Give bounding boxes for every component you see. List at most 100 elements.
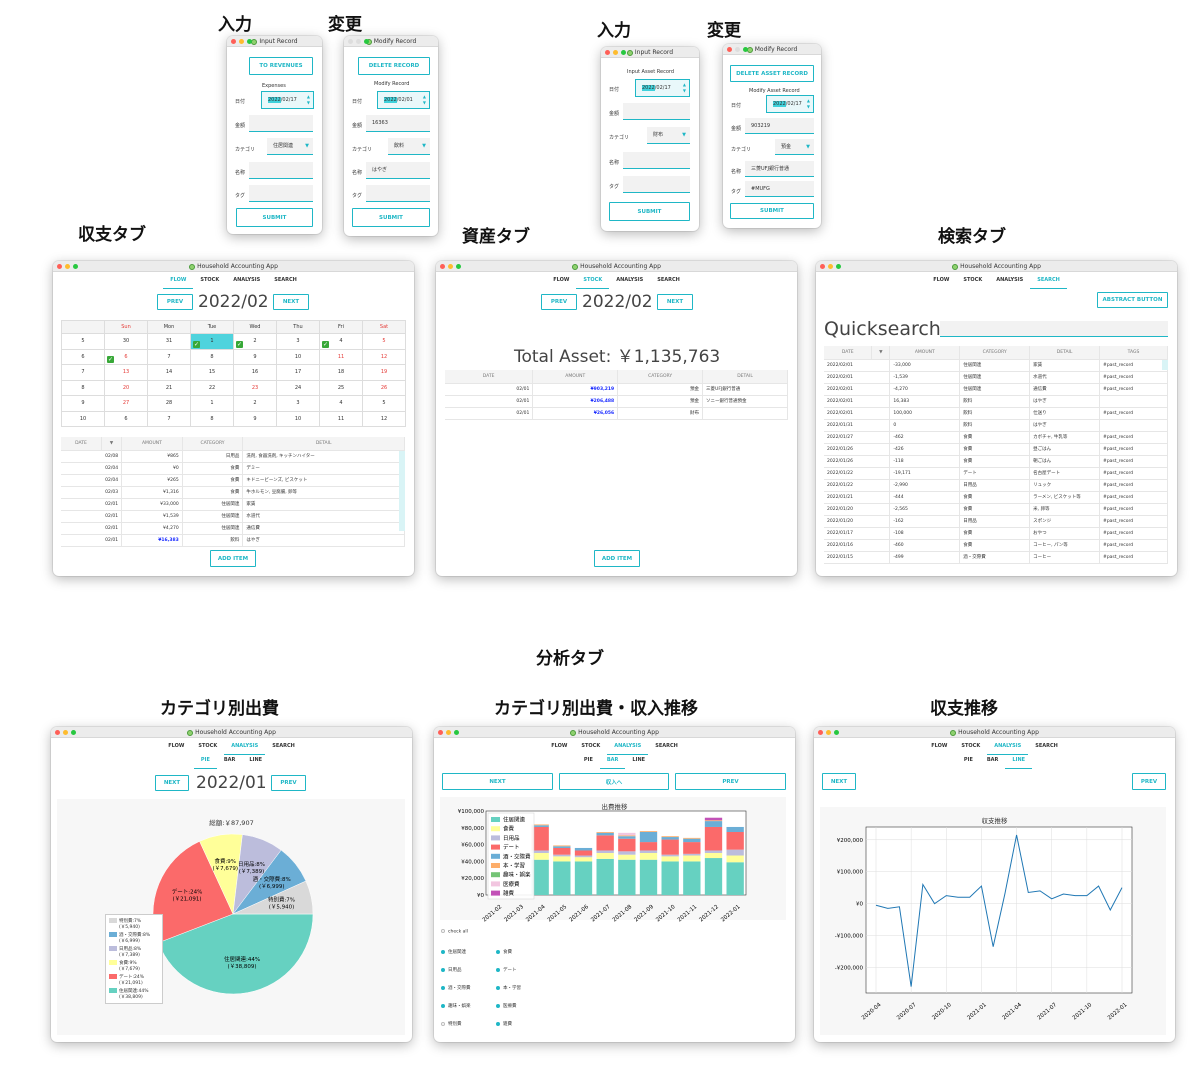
calendar-day[interactable]: 7 [147,348,191,365]
table-row[interactable]: 2022/01/20 -162 日用品 スポンジ #past_record [824,515,1168,528]
table-row[interactable]: 02/01 ¥4,270 住居関連 通信費 [61,522,405,535]
calendar-day[interactable]: 21 [147,379,191,396]
calendar-day[interactable]: 31 [147,333,191,350]
tab-search[interactable]: SEARCH [655,743,678,749]
category-checkbox[interactable]: 酒・交際費 [441,985,471,991]
calendar-day[interactable]: 22 [190,379,234,396]
calendar-day[interactable]: 5 [362,333,406,350]
category-checkbox[interactable]: 住居関連 [441,949,466,955]
calendar-day[interactable]: 8 [190,348,234,365]
category-checkbox[interactable]: 本・学習 [496,985,521,991]
calendar-day[interactable]: 5 [362,395,406,412]
table-row[interactable]: 2022/01/26 -118 食費 朝ごはん #past_record [824,455,1168,468]
calendar-day[interactable]: 12 [362,348,406,365]
subtab-bar[interactable]: BAR [223,757,236,763]
column-header[interactable]: AMOUNT [121,437,183,451]
calendar-day[interactable]: 28 [147,395,191,412]
date-field[interactable]: 2022/02/17 ▲ ▼ [261,91,314,109]
calendar-day[interactable]: 14 [147,364,191,381]
table-row[interactable]: 2022/01/31 0 飲料 はやぎ [824,419,1168,432]
tab-stock[interactable]: STOCK [963,277,983,283]
tab-stock[interactable]: STOCK [961,743,981,749]
tab-search[interactable]: SEARCH [1035,743,1058,749]
category-checkbox[interactable]: 特別費 [441,1021,462,1027]
table-row[interactable]: 2022/02/01 -1,539 住居関連 水道代 #past_record [824,371,1168,384]
calendar-day[interactable]: 27 [104,395,148,412]
tag-field[interactable]: #MUFG [745,181,814,197]
tab-analysis[interactable]: ANALYSIS [996,277,1024,283]
scrollbar[interactable] [399,451,405,531]
table-row[interactable]: 2022/02/01 -33,000 住居関連 家賃 #past_record [824,359,1168,372]
next-button[interactable]: NEXT [822,773,856,790]
table-row[interactable]: 02/01 ¥1,539 住居関連 水道代 [61,510,405,523]
calendar-day[interactable]: 6 [104,410,148,427]
table-row[interactable]: 02/01 ¥206,488 預金 ソニー銀行普通預金 [445,395,788,408]
column-header[interactable]: CATEGORY [959,346,1031,360]
table-row[interactable]: 2022/01/17 -108 食費 おやつ #past_record [824,527,1168,540]
tab-search[interactable]: SEARCH [657,277,680,283]
column-header[interactable]: AMOUNT [889,346,961,360]
category-checkbox[interactable]: 食費 [496,949,512,955]
name-field[interactable]: 三菱UFJ銀行普通 [745,161,814,177]
category-checkbox[interactable]: 日用品 [441,967,462,973]
subtab-bar[interactable]: BAR [599,754,626,769]
submit-button[interactable]: SUBMIT [236,208,313,227]
calendar-day[interactable]: 11 [319,410,363,427]
tab-flow[interactable]: FLOW [933,277,950,283]
calendar-day[interactable]: 6 ✓ [104,348,148,365]
date-field[interactable]: 2022/02/01 ▲ ▼ [377,91,430,109]
tag-field[interactable] [249,185,313,202]
table-row[interactable]: 02/01 ¥903,219 預金 三菱UFJ銀行普通 [445,383,788,396]
quicksearch-input[interactable] [940,321,1168,337]
table-row[interactable]: 2022/01/22 -2,990 日用品 リュック #past_record [824,479,1168,492]
column-header[interactable]: DATE [61,437,102,451]
calendar-day[interactable]: 9 [233,348,277,365]
column-header[interactable]: DETAIL [1029,346,1101,360]
tab-flow[interactable]: FLOW [551,743,568,749]
calendar-day[interactable]: 2 [233,395,277,412]
next-button[interactable]: NEXT [273,294,309,310]
calendar-day[interactable]: 30 [104,333,148,350]
category-select[interactable]: 預金 ▼ [775,139,814,155]
tab-stock[interactable]: STOCK [576,274,610,289]
tab-analysis[interactable]: ANALYSIS [616,277,644,283]
amount-field[interactable] [623,103,690,120]
prev-button[interactable]: PREV [1132,773,1166,790]
subtab-pie[interactable]: PIE [963,757,973,763]
name-field[interactable] [623,152,690,169]
column-header[interactable]: ▼ [101,437,123,451]
category-checkbox[interactable]: デート [496,967,517,973]
category-select[interactable]: 財布 ▼ [647,127,690,144]
calendar-day[interactable]: 20 [104,379,148,396]
tab-flow[interactable]: FLOW [163,274,194,289]
column-header[interactable]: DATE [824,346,873,360]
subtab-line[interactable]: LINE [1005,754,1033,769]
calendar-day[interactable]: 17 [276,364,320,381]
next-button[interactable]: NEXT [442,773,553,790]
tag-field[interactable] [366,185,430,202]
calendar-day[interactable]: 18 [319,364,363,381]
prev-button[interactable]: PREV [157,294,193,310]
category-checkbox[interactable]: 趣味・娯楽 [441,1003,471,1009]
calendar-day[interactable]: 10 [276,410,320,427]
calendar-day[interactable]: 8 [190,410,234,427]
table-row[interactable]: 02/01 ¥33,000 住居関連 家賃 [61,498,405,511]
subtab-bar[interactable]: BAR [986,757,999,763]
calendar-day[interactable]: 15 [190,364,234,381]
table-row[interactable]: 02/04 ¥265 食費 キドニービーンズ, ビスケット [61,474,405,487]
column-header[interactable]: DETAIL [702,370,788,384]
table-row[interactable]: 2022/02/01 100,000 飲料 仕送り #past_record [824,407,1168,420]
add-item-button[interactable]: ADD ITEM [594,550,640,567]
delete-record-button[interactable]: DELETE RECORD [358,57,430,75]
calendar-day[interactable]: 23 [233,379,277,396]
subtab-line[interactable]: LINE [249,757,263,763]
table-row[interactable]: 2022/02/01 -4,270 住居関連 通信費 #past_record [824,383,1168,396]
calendar-day[interactable]: 3 [276,395,320,412]
tab-flow[interactable]: FLOW [553,277,570,283]
submit-button[interactable]: SUBMIT [609,202,690,221]
table-row[interactable]: 02/01 ¥16,383 飲料 はやぎ [61,534,405,547]
tab-analysis[interactable]: ANALYSIS [607,740,649,755]
category-select[interactable]: 住居関連 ▼ [267,138,313,155]
column-header[interactable]: ▼ [871,346,891,360]
tab-analysis[interactable]: ANALYSIS [224,740,266,755]
